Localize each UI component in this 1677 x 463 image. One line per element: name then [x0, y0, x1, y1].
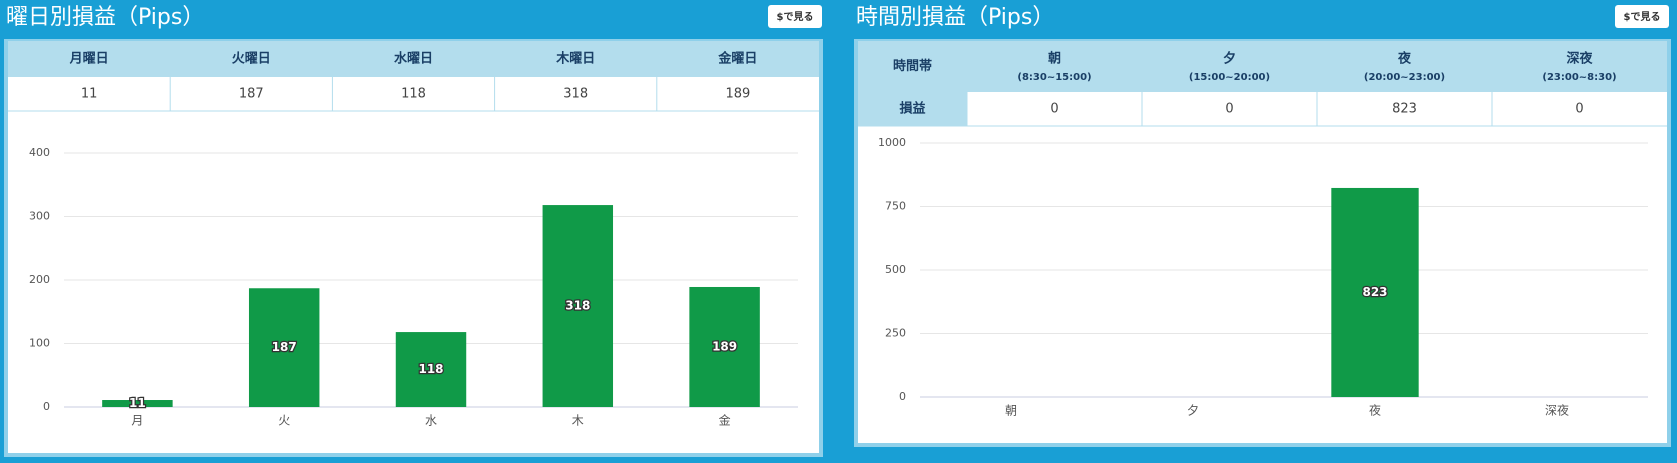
x-tick-label: 月 — [131, 414, 143, 428]
table-cell: 0 — [1575, 102, 1583, 117]
x-tick-label: 火 — [278, 414, 290, 428]
corner-label: 時間帯 — [893, 58, 932, 74]
table-cell: 0 — [1050, 102, 1058, 117]
table-header-bg — [858, 41, 1667, 92]
x-tick-label: 金 — [719, 413, 731, 428]
column-header: 夜 — [1397, 51, 1412, 67]
bar-value-label: 118 — [418, 362, 443, 376]
column-header: 水曜日 — [394, 51, 433, 67]
bar-value-label: 823 — [1362, 285, 1387, 299]
column-header: 夕 — [1223, 51, 1236, 67]
bar-value-label: 187 — [272, 340, 297, 354]
table-cell: 187 — [239, 87, 264, 102]
x-tick-label: 木 — [572, 414, 584, 428]
table-cell: 318 — [563, 87, 588, 102]
x-tick-label: 朝 — [1005, 404, 1017, 418]
column-subheader: (23:00~8:30) — [1542, 72, 1616, 83]
bar-value-label: 11 — [129, 396, 146, 410]
column-header: 朝 — [1048, 51, 1061, 67]
bar-value-label: 318 — [565, 299, 590, 313]
y-tick-label: 500 — [885, 263, 906, 276]
row-label-bg — [858, 92, 967, 126]
column-subheader: (8:30~15:00) — [1017, 72, 1091, 83]
bar — [689, 286, 760, 407]
y-tick-label: 1000 — [878, 136, 906, 149]
view-button-label[interactable]: $で見る — [1624, 11, 1661, 23]
bar — [248, 288, 320, 407]
column-header: 金曜日 — [717, 51, 757, 67]
column-header: 火曜日 — [232, 52, 271, 67]
column-header: 月曜日 — [69, 52, 109, 67]
bar — [395, 332, 467, 407]
y-tick-label: 300 — [29, 210, 50, 223]
y-tick-label: 0 — [899, 390, 906, 403]
bar — [102, 400, 173, 407]
view-button-label[interactable]: $で見る — [777, 11, 814, 23]
table-cell: 118 — [401, 87, 426, 102]
x-tick-label: 夜 — [1369, 403, 1381, 418]
x-tick-label: 夕 — [1187, 404, 1199, 418]
table-cell: 11 — [81, 87, 98, 102]
bar — [542, 205, 614, 407]
panel-title: 時間別損益（Pips） — [856, 5, 1054, 30]
column-subheader: (20:00~23:00) — [1364, 72, 1445, 83]
panel-box — [854, 39, 1671, 447]
bar-value-label: 189 — [712, 339, 737, 353]
table-cell: 823 — [1392, 102, 1417, 117]
y-tick-label: 100 — [29, 337, 50, 350]
y-tick-label: 750 — [885, 200, 906, 213]
view-button[interactable] — [1615, 5, 1669, 28]
bar — [1331, 187, 1419, 397]
row-label: 損益 — [899, 101, 925, 117]
y-tick-label: 400 — [29, 146, 50, 159]
table-cell: 0 — [1225, 102, 1233, 117]
table-header-bg — [8, 41, 819, 77]
y-tick-label: 200 — [29, 273, 50, 286]
view-button[interactable] — [768, 5, 822, 28]
x-tick-label: 水 — [425, 414, 437, 428]
x-tick-label: 深夜 — [1545, 403, 1569, 418]
panel-title: 曜日別損益（Pips） — [6, 5, 204, 30]
column-header: 深夜 — [1566, 51, 1593, 67]
column-subheader: (15:00~20:00) — [1189, 72, 1270, 83]
column-header: 木曜日 — [555, 51, 595, 67]
table-cell: 189 — [725, 87, 750, 102]
y-tick-label: 250 — [885, 327, 906, 340]
y-tick-label: 0 — [43, 400, 50, 413]
